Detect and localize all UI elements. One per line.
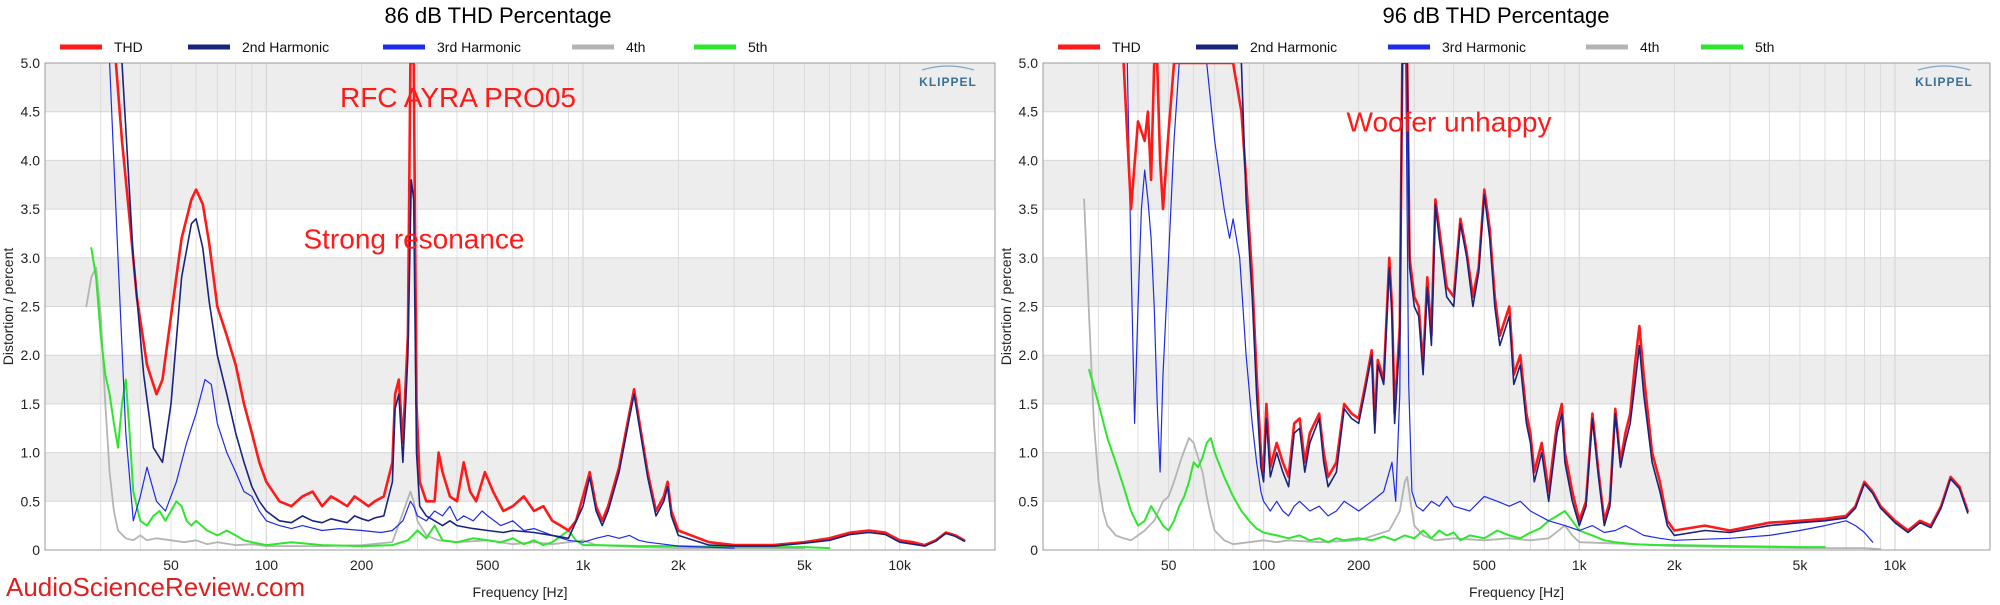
grid-band [45,257,995,307]
x-tick-label: 1k [1572,557,1588,573]
plot-frame [44,62,996,551]
y-tick-label: 3.5 [1019,201,1039,217]
y-tick-label: 5.0 [21,55,41,71]
y-tick-label: 3.5 [21,201,41,217]
legend: THD 2nd Harmonic 3rd Harmonic 4th 5th [1058,39,1774,55]
y-tick-label: 4.0 [1019,152,1039,168]
y-tick-label: 1.0 [21,445,41,461]
chart-title: 86 dB THD Percentage [384,3,611,28]
x-tick-label: 200 [1347,557,1371,573]
y-tick-label: 2.5 [21,299,41,315]
legend-label-2nd-harmonic: 2nd Harmonic [1250,39,1337,55]
x-tick-label: 10k [1884,557,1908,573]
y-axis-label: Distortion / percent [998,248,1014,366]
x-axis-label: Frequency [Hz] [473,584,568,600]
chart-panel-1: 0 0.5 1.0 1.5 2.0 2.5 3.0 3.5 4.0 4.5 5.0 50 100 200 5… [0,3,996,600]
legend-label-5th: 5th [1755,39,1774,55]
legend-label-4th: 4th [626,39,645,55]
series-line-2nd-harmonic [1240,63,1969,537]
legend: THD 2nd Harmonic 3rd Harmonic 4th 5th [60,39,767,55]
series-line-3rd-harmonic [1126,63,1874,543]
series-group [1083,63,1969,550]
series-group [85,63,966,550]
x-tick-label: 500 [476,557,500,573]
klippel-logo-arc [921,65,975,71]
grid-band [1043,257,1990,307]
y-tick-label: 0.5 [1019,493,1039,509]
annotation-rfc-ayra-pro05: RFC AYRA PRO05 [340,82,576,113]
x-tick-label: 50 [1161,557,1177,573]
legend-label-3rd-harmonic: 3rd Harmonic [1442,39,1526,55]
annotation-strong-resonance: Strong resonance [303,223,524,254]
legend-label-3rd-harmonic: 3rd Harmonic [437,39,521,55]
plot-frame [1042,62,1991,551]
x-tick-label: 100 [255,557,279,573]
grid-band [1043,160,1990,210]
x-tick-label: 50 [163,557,179,573]
x-tick-label: 2k [671,557,687,573]
series-line-4th [1083,198,1882,550]
legend-label-4th: 4th [1640,39,1659,55]
legend-label-5th: 5th [748,39,767,55]
y-tick-label: 1.5 [1019,396,1039,412]
grid-band [45,63,995,112]
y-tick-label: 0.5 [21,493,41,509]
y-tick-label: 5.0 [1019,55,1039,71]
x-tick-label: 2k [1667,557,1683,573]
x-tick-label: 10k [888,557,912,573]
y-tick-label: 0 [32,542,40,558]
x-tick-label: 5k [1793,557,1809,573]
y-tick-label: 2.0 [1019,347,1039,363]
y-tick-label: 2.0 [21,347,41,363]
series-line-5th [1088,368,1826,549]
chart-panel-2: 0 0.5 1.0 1.5 2.0 2.5 3.0 3.5 4.0 4.5 5.0 50 100 200 5… [998,3,1991,600]
klippel-logo: KLIPPEL [919,75,977,89]
grid-band [45,160,995,210]
series-line-thd [1122,63,1969,532]
y-tick-label: 4.5 [1019,104,1039,120]
series-line-5th [90,247,831,550]
x-tick-label: 200 [350,557,374,573]
y-axis-label: Distortion / percent [0,248,16,366]
x-axis-label: Frequency [Hz] [1469,584,1564,600]
x-tick-label: 1k [576,557,592,573]
klippel-logo-arc [1917,65,1971,71]
y-tick-label: 3.0 [1019,250,1039,266]
chart-title: 96 dB THD Percentage [1382,3,1609,28]
legend-label-thd: THD [114,39,143,55]
grid-band [1043,63,1990,112]
grid-band [45,452,995,502]
y-tick-label: 1.0 [1019,445,1039,461]
series-line-2nd-harmonic [121,63,966,547]
annotation-woofer-unhappy: Woofer unhappy [1347,106,1552,137]
series-line-4th [85,266,806,549]
klippel-logo: KLIPPEL [1915,75,1973,89]
legend-label-thd: THD [1112,39,1141,55]
y-tick-label: 4.0 [21,152,41,168]
x-tick-label: 100 [1252,557,1276,573]
y-tick-label: 2.5 [1019,299,1039,315]
series-line-3rd-harmonic [109,63,735,549]
y-tick-label: 3.0 [21,250,41,266]
x-tick-label: 500 [1473,557,1497,573]
grid-band [45,355,995,404]
y-tick-label: 4.5 [21,104,41,120]
site-watermark: AudioScienceReview.com [6,572,306,602]
y-tick-label: 0 [1030,542,1038,558]
series-line-thd [114,63,966,547]
legend-label-2nd-harmonic: 2nd Harmonic [242,39,329,55]
y-tick-label: 1.5 [21,396,41,412]
x-tick-label: 5k [797,557,813,573]
